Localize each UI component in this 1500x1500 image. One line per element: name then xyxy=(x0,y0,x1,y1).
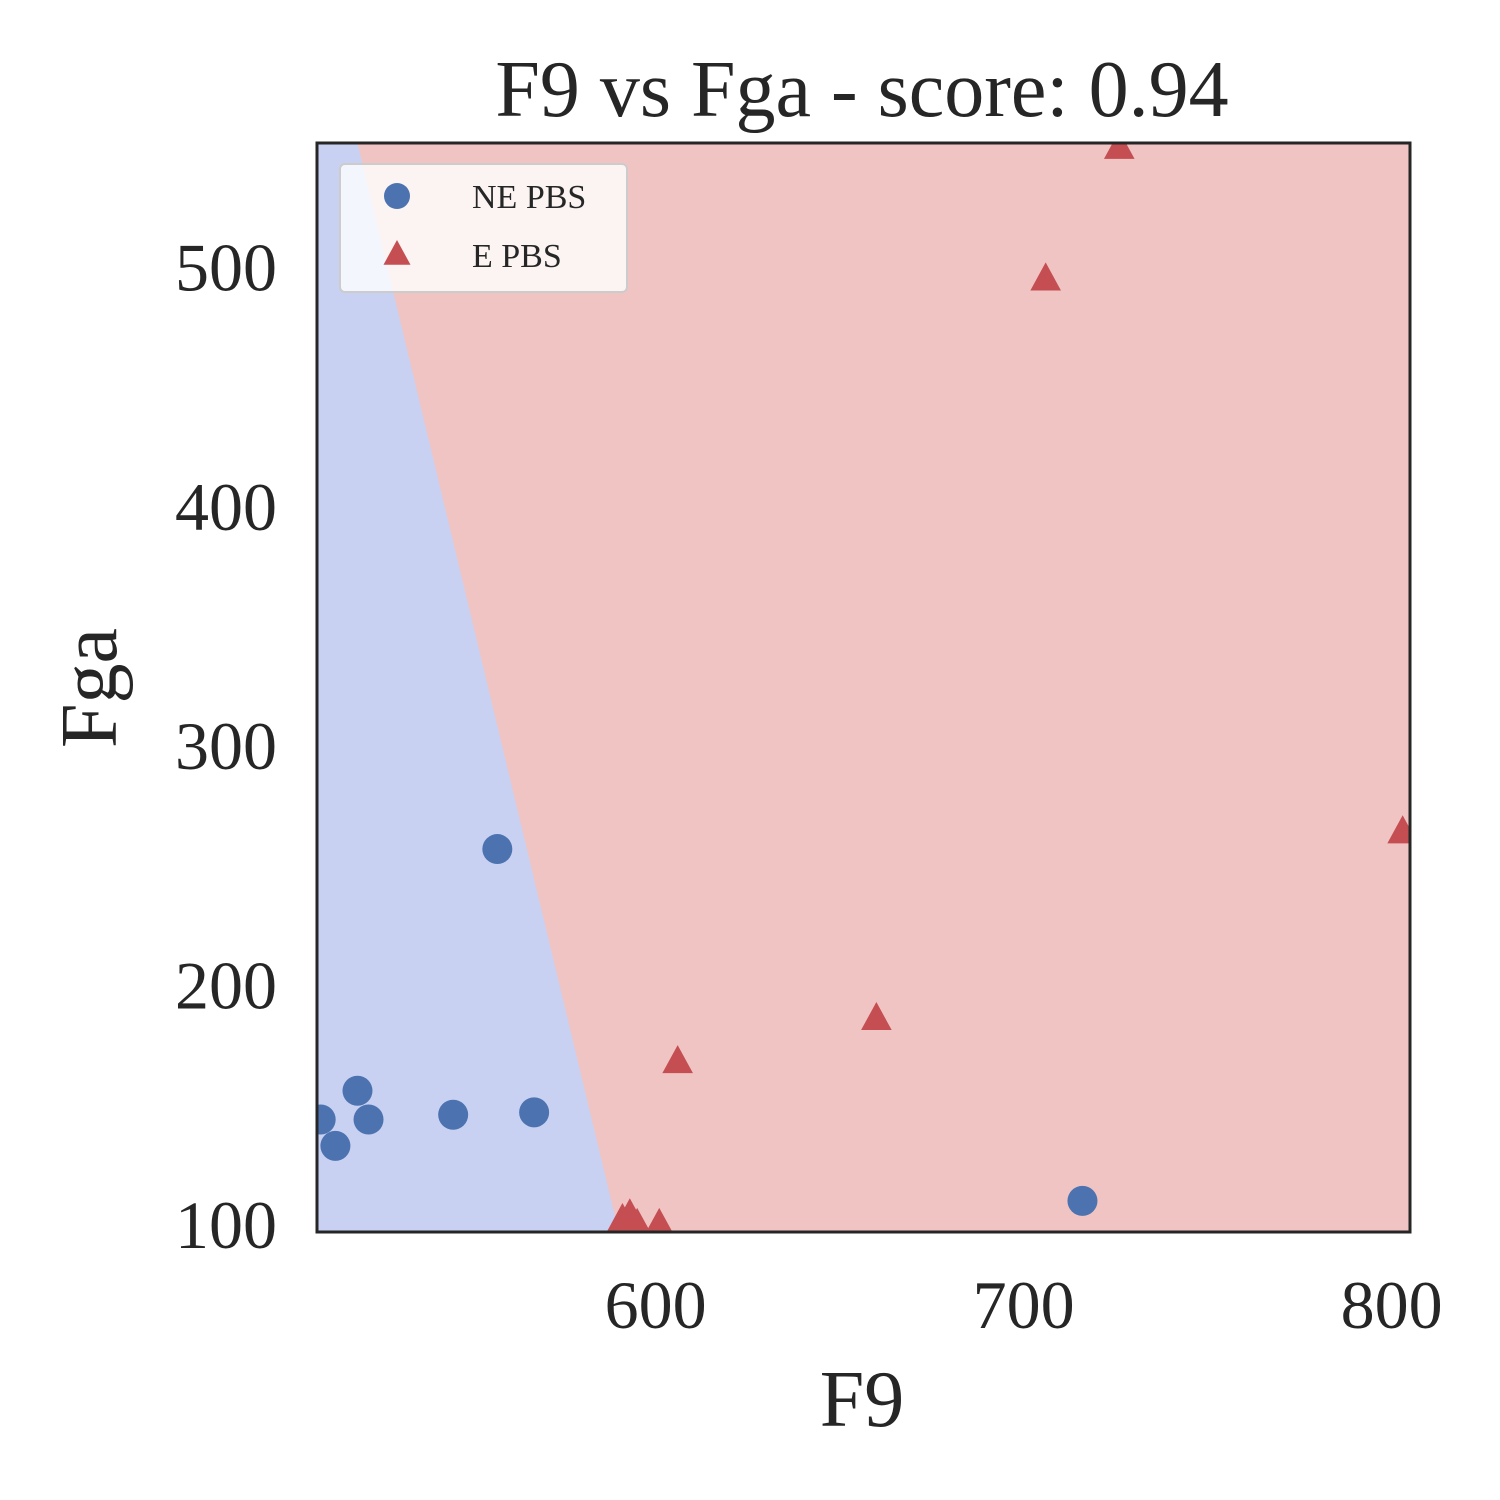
point-ne-pbs xyxy=(320,1130,351,1161)
point-ne-pbs xyxy=(519,1097,550,1128)
x-tick-label: 800 xyxy=(1341,1267,1443,1343)
x-axis: 600 700 800 xyxy=(605,1267,1443,1343)
x-axis-label: F9 xyxy=(820,1356,905,1444)
plot-frame xyxy=(315,141,1412,1234)
y-axis: 100 200 300 400 500 xyxy=(175,229,277,1262)
point-ne-pbs xyxy=(482,834,513,865)
point-e-pbs xyxy=(646,1207,673,1232)
point-e-pbs xyxy=(662,1045,693,1074)
legend: NE PBS E PBS xyxy=(339,163,628,293)
legend-marker-e-pbs xyxy=(383,240,411,265)
point-e-pbs xyxy=(1030,262,1061,291)
legend-label-ne-pbs: NE PBS xyxy=(472,179,586,216)
y-tick-label: 300 xyxy=(175,708,277,784)
point-ne-pbs xyxy=(1067,1185,1098,1216)
point-ne-pbs xyxy=(438,1099,469,1130)
y-tick-label: 100 xyxy=(175,1187,277,1263)
y-tick-label: 400 xyxy=(175,469,277,545)
points-layer xyxy=(317,143,1410,1232)
y-axis-label: Fga xyxy=(46,628,134,748)
x-tick-label: 700 xyxy=(973,1267,1075,1343)
point-e-pbs xyxy=(861,1001,892,1031)
legend-label-e-pbs: E PBS xyxy=(472,238,562,275)
legend-marker-ne-pbs xyxy=(384,183,410,209)
y-tick-label: 200 xyxy=(175,947,277,1023)
point-e-pbs xyxy=(1387,815,1410,844)
point-ne-pbs xyxy=(342,1075,373,1106)
x-tick-label: 600 xyxy=(605,1267,707,1343)
legend-box xyxy=(339,163,628,293)
chart-title: F9 vs Fga - score: 0.94 xyxy=(495,46,1228,134)
point-ne-pbs xyxy=(317,1104,336,1135)
point-e-pbs xyxy=(623,1207,651,1232)
point-ne-pbs xyxy=(353,1104,384,1135)
point-e-pbs xyxy=(1103,143,1135,159)
region-ne-pbs xyxy=(317,143,619,1232)
y-tick-label: 500 xyxy=(175,229,277,305)
plot-area xyxy=(317,143,1410,1232)
